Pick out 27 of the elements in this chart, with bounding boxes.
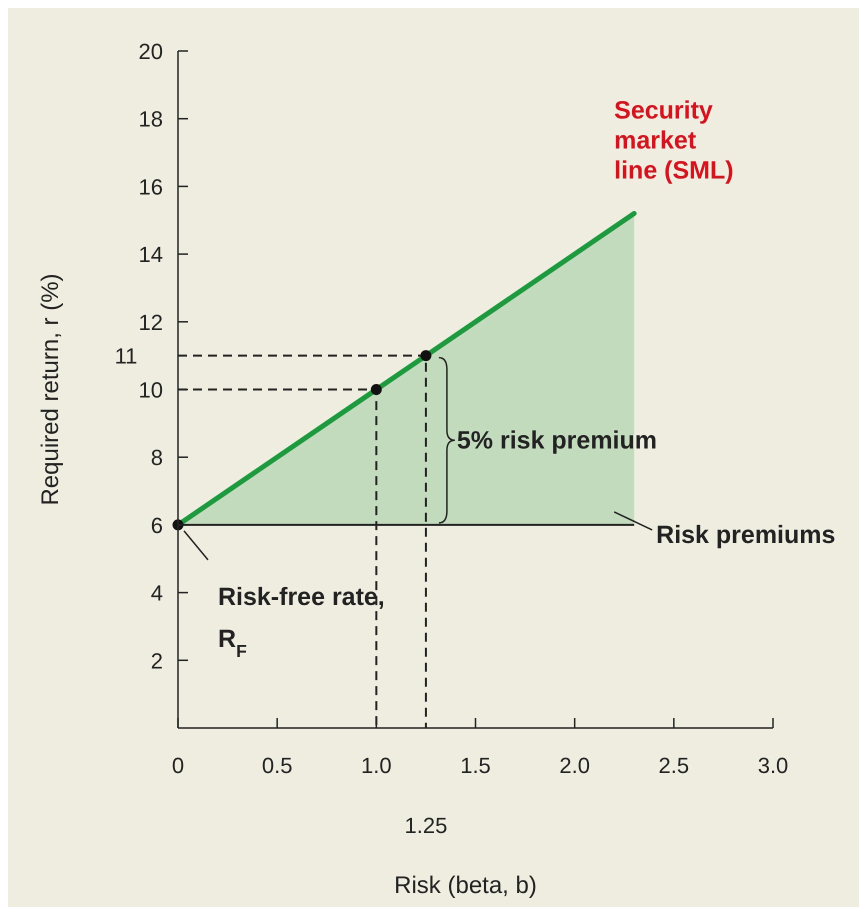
y-axis-title: Required return, r (%) <box>37 273 64 506</box>
y-tick-label: 16 <box>138 174 163 200</box>
y-tick-label: 2 <box>150 648 163 674</box>
x-axis-title: Risk (beta, b) <box>394 872 537 899</box>
y-tick-label: 8 <box>150 445 163 470</box>
y-tick-label: 20 <box>138 39 163 64</box>
x-tick-label: 0 <box>172 753 184 778</box>
y-tick-label: 18 <box>138 106 163 132</box>
point <box>370 384 382 395</box>
x-tick-label: 1.0 <box>361 753 392 778</box>
y-tick-label: 14 <box>138 242 163 268</box>
point <box>420 350 432 362</box>
y-tick-label: 4 <box>150 580 163 606</box>
x-tick-label: 3.0 <box>758 753 788 778</box>
series-label: Security market line (SML) <box>614 96 734 184</box>
annotation: 5% risk premium <box>456 426 658 454</box>
y-tick-label: 10 <box>138 378 163 402</box>
y-tick-label: 6 <box>150 512 163 538</box>
annotation: Risk-free rate, R$_{F}$ <box>218 582 385 661</box>
y-tick-label: 12 <box>138 310 163 335</box>
annotation: 11 <box>114 344 138 369</box>
text: 1.25 <box>404 813 448 838</box>
x-tick-label: 2.0 <box>559 753 590 778</box>
x-tick-label: 2.5 <box>658 753 690 778</box>
x-tick-label: 0.5 <box>262 753 292 778</box>
annotation: Risk premiums <box>656 520 836 549</box>
x-tick-label: 1.5 <box>460 753 491 778</box>
